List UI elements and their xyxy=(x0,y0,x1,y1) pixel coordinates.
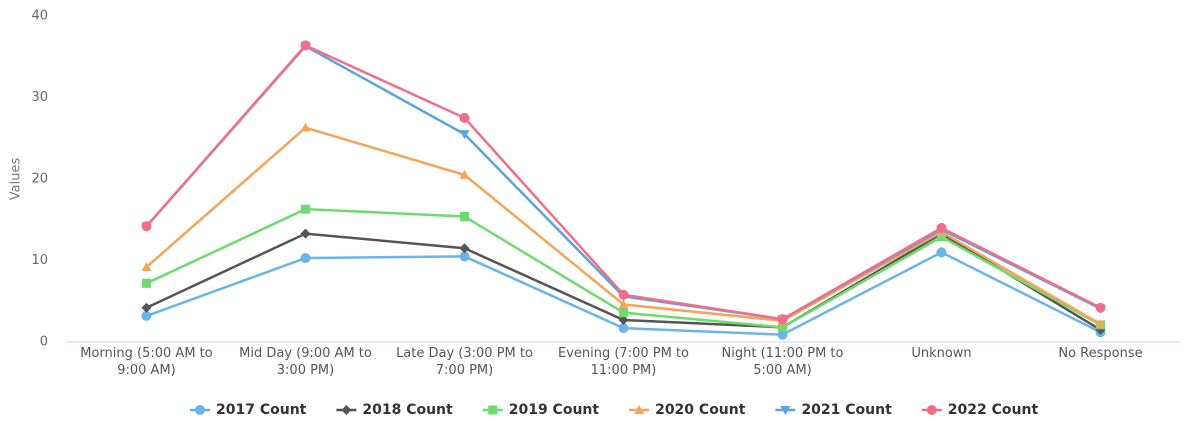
x-tick-label: No Response xyxy=(1058,346,1143,361)
legend-marker xyxy=(634,405,645,414)
legend-marker xyxy=(780,406,791,415)
y-tick-label: 0 xyxy=(40,335,48,350)
x-tick-label: Mid Day (9:00 AM to 3:00 PM) xyxy=(239,346,372,378)
data-point xyxy=(1095,302,1106,313)
data-point xyxy=(618,299,629,309)
legend-label: 2020 Count xyxy=(655,402,746,418)
data-point xyxy=(300,122,311,132)
data-point xyxy=(777,329,788,340)
x-tick-label: Unknown xyxy=(911,346,972,361)
data-point xyxy=(141,310,152,321)
data-point xyxy=(141,262,152,272)
data-point xyxy=(936,222,947,233)
x-tick-label: Evening (7:00 PM to 11:00 PM) xyxy=(557,346,689,378)
legend-marker xyxy=(195,405,205,415)
x-tick-label: Morning (5:00 AM to 9:00 AM) xyxy=(80,346,213,378)
data-point xyxy=(141,302,152,313)
data-point xyxy=(777,314,788,325)
data-point xyxy=(459,169,470,179)
legend-label: 2022 Count xyxy=(948,402,1039,418)
data-point xyxy=(459,130,470,140)
data-point xyxy=(459,112,470,123)
data-point xyxy=(618,323,629,334)
data-point xyxy=(300,228,311,239)
y-tick-label: 20 xyxy=(31,172,48,187)
data-point xyxy=(301,204,310,214)
data-point xyxy=(778,322,787,332)
data-point xyxy=(619,308,628,318)
legend-label: 2021 Count xyxy=(801,402,892,418)
data-point xyxy=(937,232,946,242)
data-point xyxy=(618,314,629,325)
legend-label: 2018 Count xyxy=(362,402,453,418)
legend-marker xyxy=(926,405,937,415)
legend-marker xyxy=(488,405,498,415)
legend-label: 2017 Count xyxy=(216,402,307,418)
data-point xyxy=(1095,319,1106,329)
data-point xyxy=(141,221,152,232)
legend-label: 2019 Count xyxy=(509,402,600,418)
data-point xyxy=(460,211,469,221)
data-point xyxy=(459,251,470,262)
x-tick-label: Late Day (3:00 PM to 7:00 PM) xyxy=(396,346,533,378)
legend-marker xyxy=(341,405,352,415)
data-point xyxy=(459,243,470,254)
data-point xyxy=(618,289,629,300)
y-tick-label: 30 xyxy=(31,90,48,105)
y-tick-label: 40 xyxy=(31,9,48,24)
x-tick-label: Night (11:00 PM to 5:00 AM) xyxy=(721,346,844,378)
y-tick-label: 10 xyxy=(31,253,48,268)
data-point xyxy=(300,40,311,51)
y-axis-label: Values xyxy=(9,158,24,201)
series-line xyxy=(145,43,1102,321)
data-point xyxy=(300,253,311,264)
series-line xyxy=(145,44,1102,321)
data-point xyxy=(142,278,151,288)
data-point xyxy=(936,247,947,258)
